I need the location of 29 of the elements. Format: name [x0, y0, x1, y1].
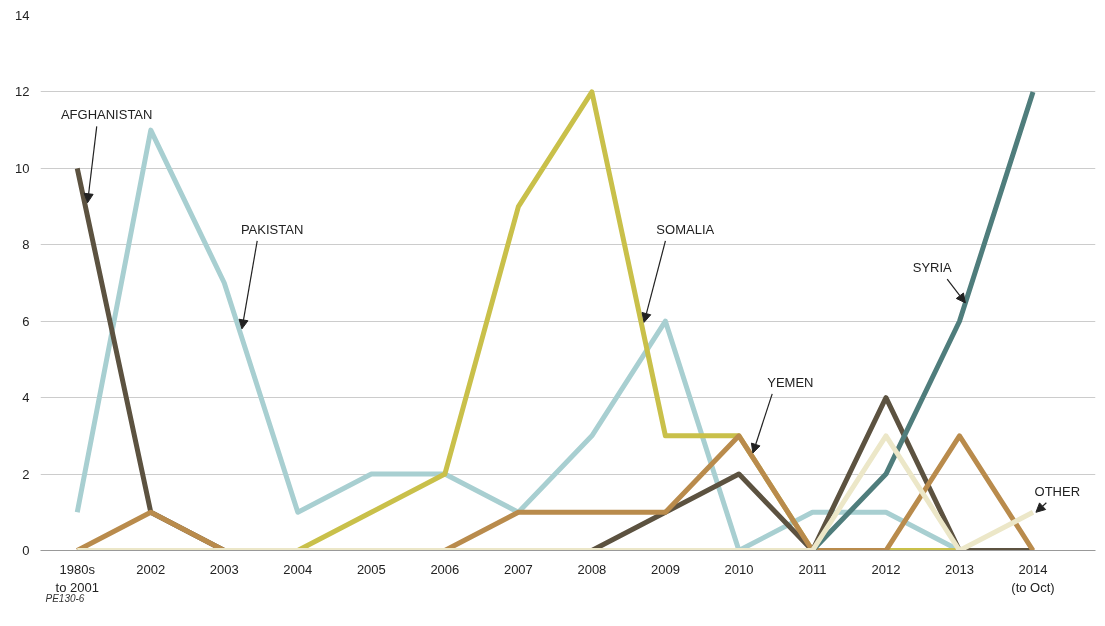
x-tick-label: 2003 [209, 561, 239, 577]
x-tick-label: 2004 [283, 561, 313, 577]
x-tick-label: 2013 [945, 561, 974, 577]
y-tick-label: 6 [22, 313, 30, 329]
x-tick-label: 2009 [650, 561, 680, 577]
x-tick-label: 2008 [577, 561, 607, 577]
y-tick-label: 10 [15, 160, 30, 176]
text: AFGHANISTAN [60, 107, 153, 123]
text: SOMALIA [656, 222, 715, 237]
y-tick-label: 0 [22, 543, 30, 558]
x-tick-label: 2011 [798, 561, 827, 577]
text: YEMEN [767, 374, 814, 390]
x-tick-label: 1980s to 2001 [55, 561, 99, 595]
y-tick-label: 4 [22, 390, 30, 406]
x-tick-label: 2005 [356, 561, 386, 577]
x-tick-label: 2010 [724, 561, 754, 577]
series-label: SYRIA [912, 260, 953, 276]
x-tick-label: 2014 (to Oct) [1011, 561, 1055, 595]
x-tick-label: 2006 [430, 561, 460, 577]
x-tick-label: 2007 [503, 561, 533, 577]
x-tick-label: 2012 [871, 561, 901, 577]
text: PE130-6 [45, 592, 85, 604]
y-tick-label: 8 [22, 237, 30, 253]
y-tick-label: 2 [22, 466, 30, 482]
x-tick-label: 2002 [136, 561, 166, 577]
text: PAKISTAN [240, 222, 304, 237]
y-tick-label: 14 [15, 8, 30, 23]
y-tick-label: 12 [15, 84, 30, 100]
series-label: OTHER [1034, 483, 1081, 499]
